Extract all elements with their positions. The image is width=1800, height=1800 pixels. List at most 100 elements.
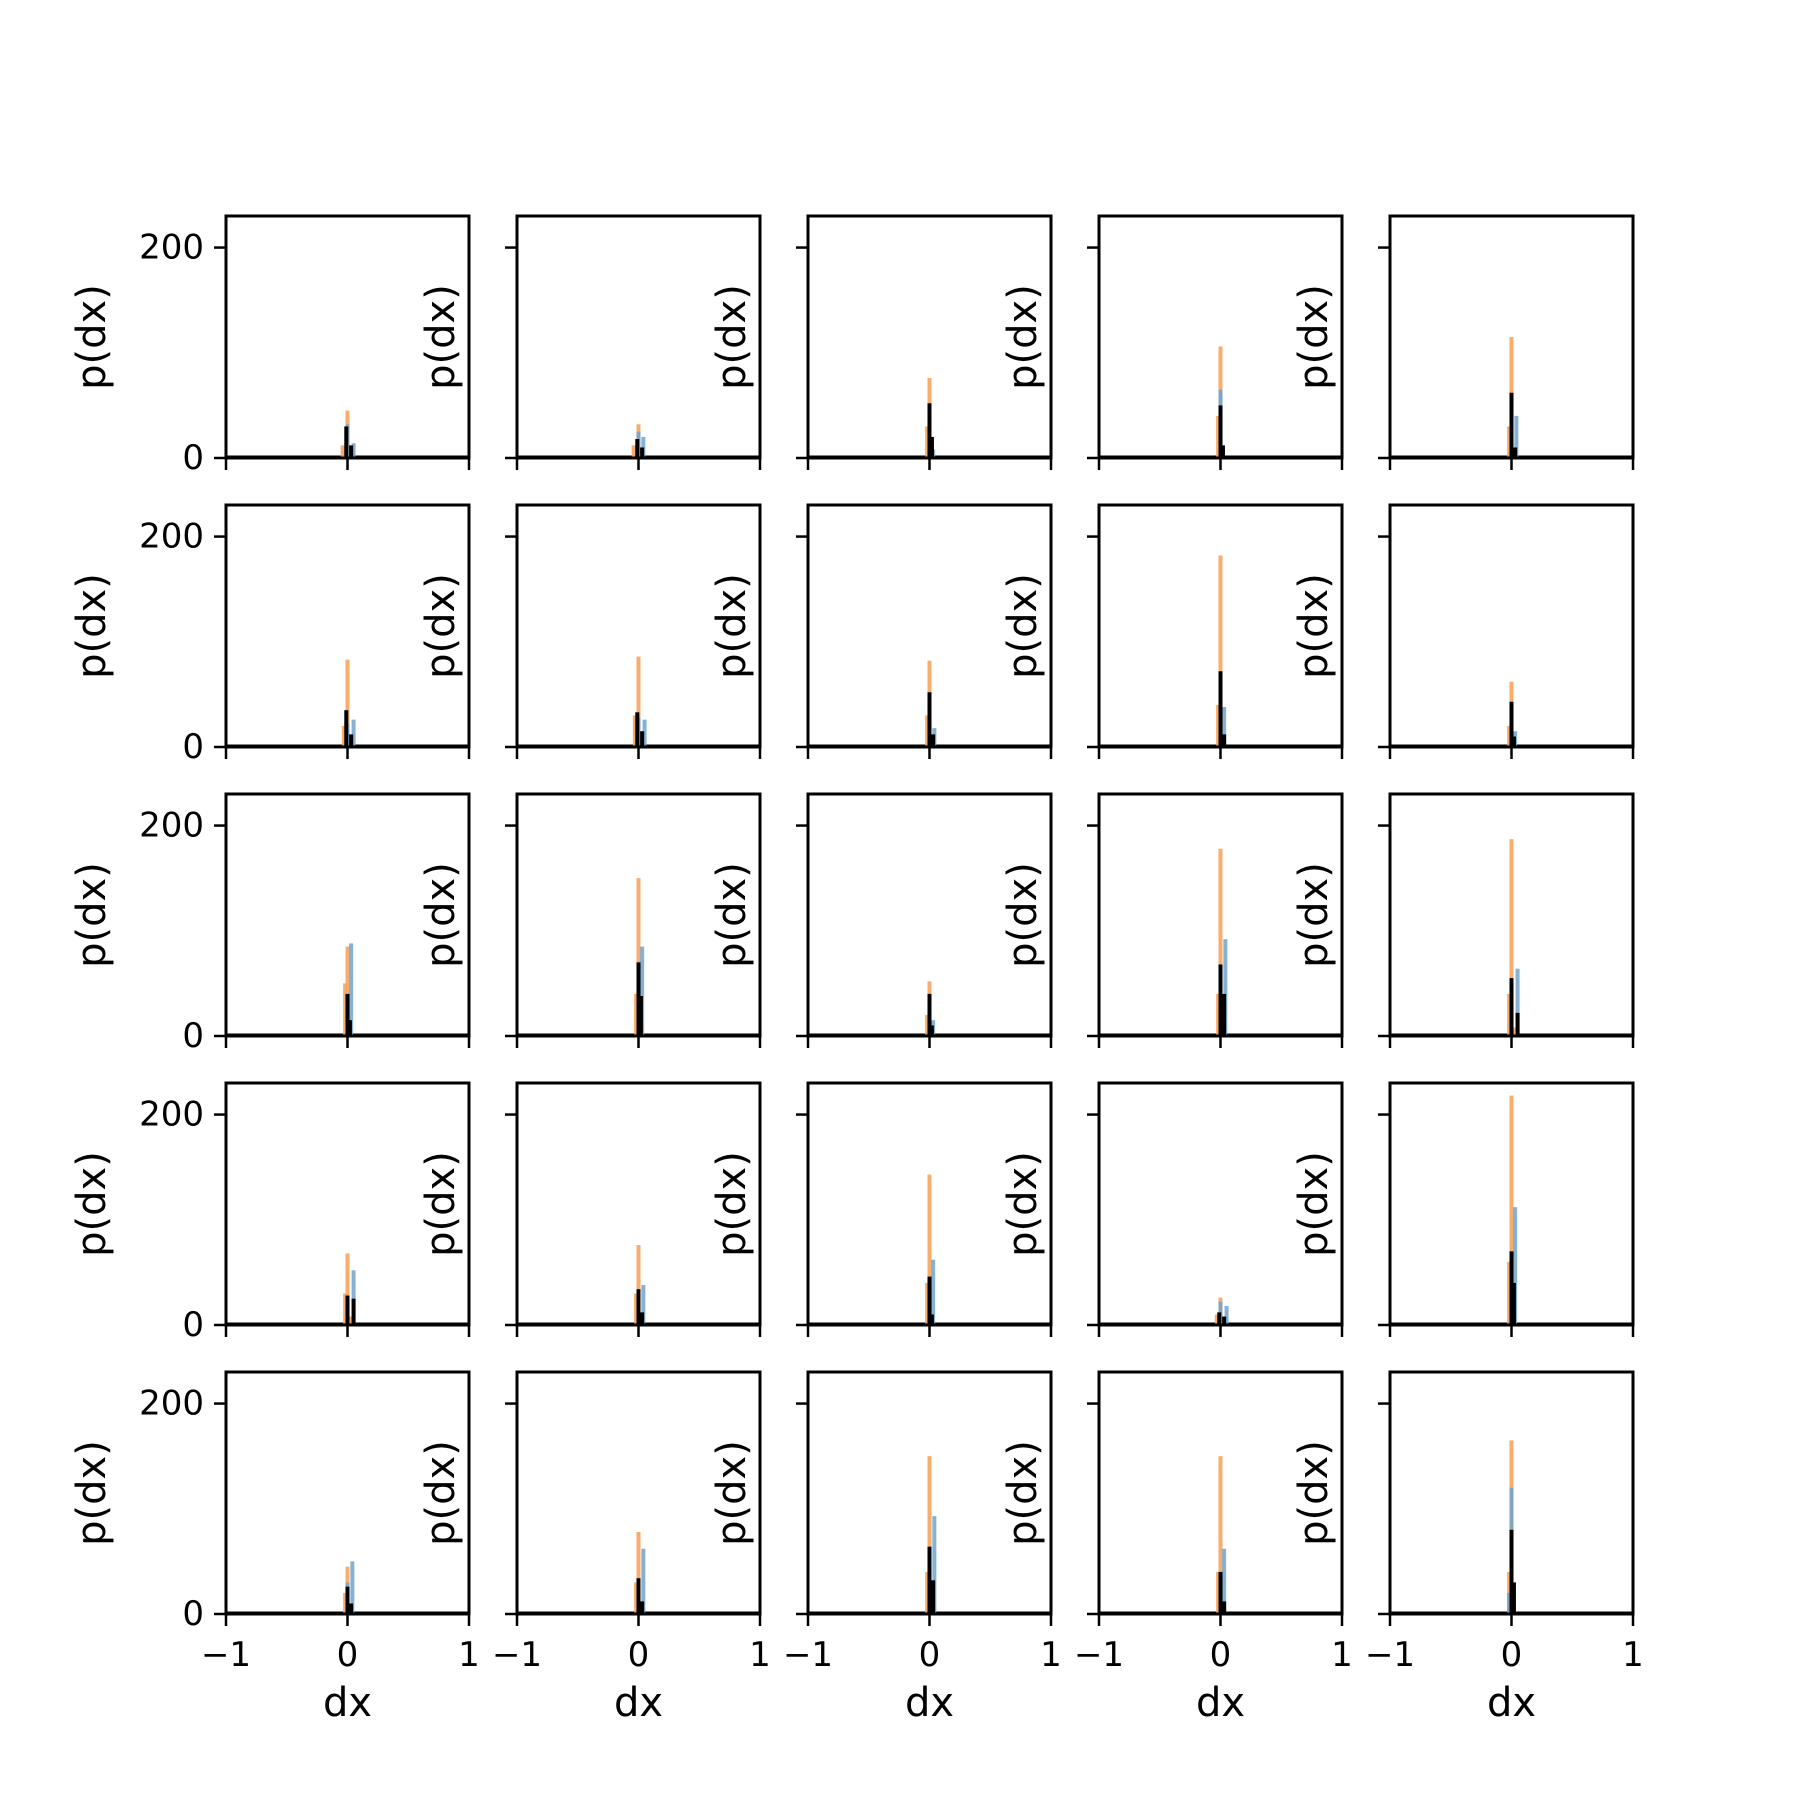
orange-series-bar bbox=[925, 1571, 930, 1614]
blue-series-bar bbox=[641, 1548, 646, 1614]
y-axis-label: p(dx) bbox=[69, 573, 115, 679]
black-series-bar bbox=[349, 1603, 354, 1614]
orange-series-bar bbox=[636, 656, 641, 747]
x-tick-label: −1 bbox=[783, 1635, 833, 1675]
histogram-panel-4-3: p(dx)dx bbox=[709, 1081, 1053, 1437]
y-axis-label: p(dx) bbox=[1291, 284, 1337, 390]
y-tick-label: 200 bbox=[139, 806, 204, 846]
black-series-bar bbox=[1218, 964, 1223, 1036]
black-series-bar bbox=[640, 731, 645, 747]
orange-series-bar bbox=[1216, 415, 1221, 458]
y-tick-label: 200 bbox=[139, 228, 204, 268]
orange-series-bar bbox=[345, 1253, 350, 1325]
orange-series-bar bbox=[1218, 848, 1223, 1036]
black-series-bar bbox=[344, 426, 349, 458]
orange-series-bar bbox=[1507, 725, 1512, 747]
x-tick-label: 0 bbox=[1501, 1635, 1523, 1675]
y-axis-label: p(dx) bbox=[69, 284, 115, 390]
orange-series-bar bbox=[636, 1245, 641, 1325]
black-series-bar bbox=[345, 1295, 350, 1325]
orange-series-bar bbox=[1214, 1314, 1219, 1325]
black-series-bar bbox=[636, 1289, 641, 1325]
blue-series-bar bbox=[1513, 1207, 1518, 1325]
black-series-bar bbox=[931, 734, 936, 747]
orange-series-bar bbox=[925, 426, 930, 458]
x-tick-label: 1 bbox=[1040, 1635, 1062, 1675]
black-series-bar bbox=[636, 962, 641, 1036]
orange-series-bar bbox=[347, 1316, 352, 1325]
y-tick-label: 200 bbox=[139, 517, 204, 557]
blue-series-bar bbox=[1507, 1592, 1512, 1614]
x-tick-label: −1 bbox=[1074, 1635, 1124, 1675]
histogram-panel-3-3: p(dx)dx bbox=[709, 792, 1053, 1148]
blue-series-bar bbox=[641, 1285, 646, 1325]
x-tick-label: 1 bbox=[749, 1635, 771, 1675]
blue-series-bar bbox=[350, 1561, 355, 1614]
orange-series-bar bbox=[345, 659, 350, 747]
orange-series-bar bbox=[343, 1592, 348, 1614]
black-series-bar bbox=[1509, 1529, 1514, 1614]
x-axis-label: dx bbox=[1487, 1680, 1536, 1726]
black-series-bar bbox=[929, 1025, 934, 1036]
y-tick-label: 200 bbox=[139, 1095, 204, 1135]
black-series-bar bbox=[638, 996, 643, 1036]
orange-series-bar bbox=[636, 878, 641, 1036]
orange-series-bar bbox=[1507, 993, 1512, 1036]
blue-series-bar bbox=[1224, 1306, 1229, 1325]
black-series-bar bbox=[1222, 1316, 1227, 1325]
blue-series-bar bbox=[1223, 939, 1228, 1036]
black-series-bar bbox=[1509, 1251, 1514, 1325]
orange-series-bar bbox=[927, 1456, 932, 1614]
y-tick-label: 0 bbox=[182, 438, 204, 478]
y-axis-label: p(dx) bbox=[1000, 1440, 1046, 1546]
black-series-bar bbox=[345, 1586, 350, 1614]
blue-series-bar bbox=[640, 946, 645, 1036]
blue-series-bar bbox=[1222, 707, 1227, 747]
black-series-bar bbox=[1511, 736, 1516, 747]
y-axis-label: p(dx) bbox=[1291, 862, 1337, 968]
black-series-bar bbox=[927, 1276, 932, 1325]
x-tick-label: 0 bbox=[628, 1635, 650, 1675]
x-tick-label: 0 bbox=[919, 1635, 941, 1675]
y-axis-label: p(dx) bbox=[709, 1151, 755, 1257]
histogram-panel-5-2: p(dx) dx −1 0 1 bbox=[418, 1370, 771, 1726]
x-axis-label: dx bbox=[1196, 1680, 1245, 1726]
black-series-bar bbox=[929, 1314, 934, 1325]
orange-series-bar bbox=[925, 715, 930, 747]
orange-series-bar bbox=[925, 1282, 930, 1325]
black-series-bar bbox=[635, 439, 640, 458]
black-series-bar bbox=[1509, 701, 1514, 747]
blue-series-bar bbox=[349, 943, 354, 1036]
orange-series-bar bbox=[636, 1531, 641, 1614]
x-axis-label: dx bbox=[323, 1680, 372, 1726]
blue-series-bar bbox=[642, 719, 647, 747]
orange-series-bar bbox=[634, 1582, 639, 1614]
orange-series-bar bbox=[343, 1293, 348, 1325]
orange-series-bar bbox=[340, 445, 345, 458]
black-series-bar bbox=[1511, 1282, 1516, 1325]
y-axis-label: p(dx) bbox=[1291, 1440, 1337, 1546]
black-series-bar bbox=[1511, 1582, 1516, 1614]
blue-series-bar bbox=[1222, 1548, 1227, 1614]
black-series-bar bbox=[1513, 447, 1518, 458]
blue-series-bar bbox=[351, 443, 356, 458]
blue-series-bar bbox=[931, 1259, 936, 1325]
histogram-panel-4-4: p(dx)dx bbox=[1000, 1081, 1344, 1437]
y-axis-label: p(dx) bbox=[709, 862, 755, 968]
panels-layer: p(dx)dx0200p(dx)dxp(dx)dxp(dx)dxp(dx)dxp… bbox=[69, 214, 1644, 1726]
black-series-bar bbox=[1218, 671, 1223, 747]
orange-series-bar bbox=[1507, 1261, 1512, 1325]
y-axis-label: p(dx) bbox=[1000, 862, 1046, 968]
histogram-panel-5-5: p(dx) dx −1 0 1 bbox=[1291, 1370, 1644, 1726]
histogram-panel-2-4: p(dx)dx bbox=[1000, 503, 1344, 859]
y-axis-label: p(dx) bbox=[1291, 573, 1337, 679]
black-series-bar bbox=[1222, 734, 1227, 747]
orange-series-bar bbox=[634, 993, 639, 1036]
x-tick-label: 1 bbox=[458, 1635, 480, 1675]
y-axis-label: p(dx) bbox=[69, 862, 115, 968]
blue-series-bar bbox=[932, 1516, 937, 1614]
x-tick-label: −1 bbox=[201, 1635, 251, 1675]
